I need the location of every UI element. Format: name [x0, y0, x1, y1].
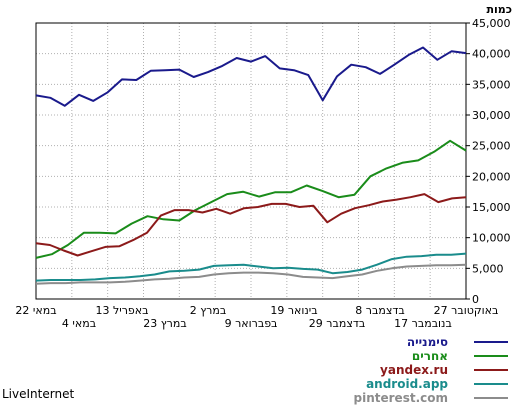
brand-label: LiveInternet: [2, 387, 74, 401]
legend-label: pinterest.com: [354, 391, 448, 405]
x-tick-label: 29 בדצמבר: [309, 317, 365, 330]
y-tick-label: 30,000: [472, 109, 511, 122]
y-tick-label: 40,000: [472, 48, 511, 61]
plot-frame: [35, 22, 467, 300]
legend: סימנייהאחריםyandex.ruandroid.apppinteres…: [354, 335, 508, 405]
y-tick-label: 25,000: [472, 140, 511, 153]
legend-label: אחרים: [412, 349, 448, 363]
series-line: [35, 139, 467, 259]
x-tick-label: 27 באוקטובר: [434, 304, 499, 317]
y-axis: 0 5,000 10,000 15,000 20,000 25,000 30,000 35,0…: [466, 17, 511, 306]
y-axis-label: כמות: [487, 3, 512, 16]
series-lines: [35, 46, 467, 285]
y-tick-label: 45,000: [472, 17, 511, 30]
series-line: [35, 263, 467, 285]
x-tick-label: 19 בינואר: [270, 304, 317, 317]
x-tick-label: 2 במרץ: [190, 304, 226, 317]
y-tick-label: 15,000: [472, 201, 511, 214]
x-tick-label: 9 בפברואר: [225, 317, 278, 330]
x-tick-label: 4 במאי: [62, 317, 96, 330]
legend-label: סימנייה: [407, 335, 448, 349]
x-tick-label: 22 במאי: [15, 304, 56, 317]
x-axis: 27 באוקטובר 8 בדצמבר 19 בינואר 2 במרץ 13 באפ…: [15, 304, 498, 330]
y-tick-label: 20,000: [472, 170, 511, 183]
y-tick-label: 10,000: [472, 232, 511, 245]
y-tick-label: 0: [472, 293, 479, 306]
y-tick-label: 35,000: [472, 78, 511, 91]
series-line: [35, 252, 467, 282]
y-tick-label: 5,000: [472, 262, 504, 275]
x-tick-label: 23 במרץ: [143, 317, 186, 330]
series-line: [35, 46, 467, 107]
x-tick-label: 13 באפריל: [95, 304, 148, 317]
legend-label: android.app: [366, 377, 448, 391]
x-tick-label: 17 בנובמבר: [394, 317, 452, 330]
plot-border: [35, 22, 467, 300]
x-tick-label: 8 בדצמבר: [355, 304, 404, 317]
legend-label: yandex.ru: [380, 363, 448, 377]
series-line: [35, 193, 467, 257]
